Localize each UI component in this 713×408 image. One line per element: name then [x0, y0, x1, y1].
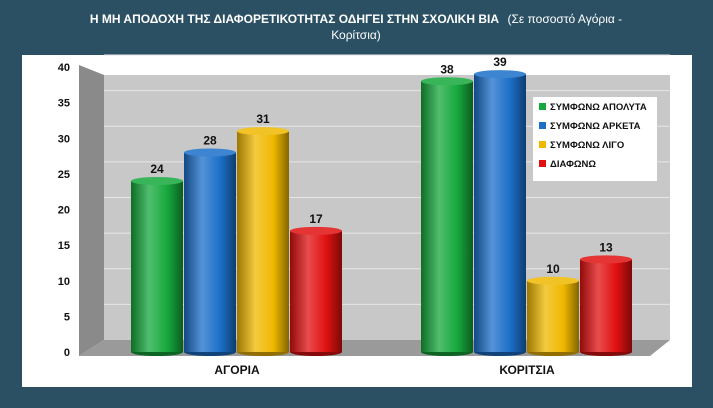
bars	[131, 70, 632, 356]
bar-συμφωνω-απολυτα-αγορια	[131, 177, 183, 356]
y-tick-label: 5	[64, 311, 70, 323]
legend-label: ΔΙΑΦΩΝΩ	[550, 159, 596, 170]
value-label: 24	[150, 162, 164, 176]
bar-συμφωνω-λιγο-αγορια	[237, 127, 289, 356]
bar-συμφωνω-λιγο-κοριτσια	[527, 276, 579, 356]
bar-συμφωνω-αρκετα-αγορια	[184, 148, 236, 356]
y-tick-label: 10	[58, 276, 70, 288]
chart-title: Η ΜΗ ΑΠΟΔΟΧΗ ΤΗΣ ΔΙΑΦΟΡΕΤΙΚΟΤΗΤΑΣ ΟΔΗΓΕΙ…	[90, 10, 622, 27]
chart-title-sub-line2: Κορίτσια)	[331, 28, 381, 42]
value-labels: 24 28 31 17 38 39 10 13	[150, 55, 613, 276]
y-tick-label: 25	[58, 169, 70, 181]
legend-swatch	[539, 141, 546, 148]
legend-box	[533, 97, 657, 181]
category-label-αγορια: ΑΓΟΡΙΑ	[214, 363, 260, 377]
y-tick-label: 0	[64, 347, 70, 359]
chart-title-sub: (Σε ποσοστό Αγόρια -	[507, 12, 622, 26]
y-tick-label: 20	[58, 205, 70, 217]
value-label: 13	[599, 240, 613, 254]
bar-διαφωνω-κοριτσια	[580, 255, 632, 356]
legend: ΣΥΜΦΩΝΩ ΑΠΟΛΥΤΑ ΣΥΜΦΩΝΩ ΑΡΚΕΤΑ ΣΥΜΦΩΝΩ ΛΙΓ…	[533, 97, 657, 181]
bar-διαφωνω-αγορια	[290, 226, 342, 356]
value-label: 38	[440, 62, 454, 76]
category-label-κοριτσια: ΚΟΡΙΤΣΙΑ	[499, 363, 555, 377]
chart-title-main: Η ΜΗ ΑΠΟΔΟΧΗ ΤΗΣ ΔΙΑΦΟΡΕΤΙΚΟΤΗΤΑΣ ΟΔΗΓΕΙ…	[90, 12, 499, 26]
legend-swatch	[539, 160, 546, 167]
legend-label: ΣΥΜΦΩΝΩ ΛΙΓΟ	[550, 140, 624, 151]
y-tick-label: 40	[58, 62, 70, 74]
value-label: 28	[203, 134, 217, 148]
legend-swatch	[539, 122, 546, 129]
legend-label: ΣΥΜΦΩΝΩ ΑΠΟΛΥΤΑ	[550, 102, 647, 113]
chart-side-wall	[79, 65, 104, 356]
y-axis-label: ΠΟΣΟΣΤΟ ΜΑΘΗΤΩΝ	[29, 164, 39, 256]
category-labels: ΑΓΟΡΙΑ ΚΟΡΙΤΣΙΑ	[214, 363, 555, 377]
y-axis-ticks: 0 5 10 15 20 25 30 35 40	[58, 62, 70, 359]
value-label: 31	[256, 112, 270, 126]
value-label: 10	[546, 262, 560, 276]
bar-συμφωνω-απολυτα-κοριτσια	[421, 77, 473, 356]
value-label: 39	[493, 55, 507, 69]
legend-swatch	[539, 103, 546, 110]
bar-συμφωνω-αρκετα-κοριτσια	[474, 70, 526, 356]
y-tick-label: 35	[58, 98, 70, 110]
y-tick-label: 30	[58, 133, 70, 145]
value-label: 17	[309, 212, 323, 226]
y-tick-label: 15	[58, 240, 70, 252]
legend-label: ΣΥΜΦΩΝΩ ΑΡΚΕΤΑ	[550, 121, 641, 132]
